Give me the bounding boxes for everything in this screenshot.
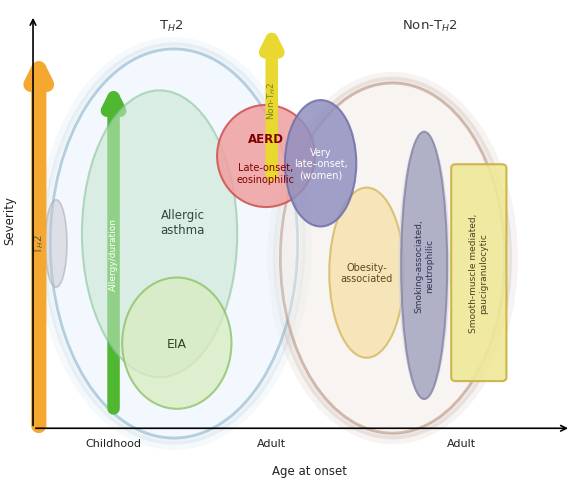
Ellipse shape <box>401 132 447 399</box>
FancyBboxPatch shape <box>451 165 506 381</box>
Ellipse shape <box>329 188 404 358</box>
Text: T$_H$2: T$_H$2 <box>159 19 183 34</box>
Text: Adult: Adult <box>257 438 286 448</box>
Text: Severity: Severity <box>3 195 17 244</box>
Text: AERD: AERD <box>248 133 284 146</box>
Text: EIA: EIA <box>167 337 187 350</box>
Text: Childhood: Childhood <box>86 438 142 448</box>
Text: Late-onset,
eosinophilic: Late-onset, eosinophilic <box>237 163 295 184</box>
Text: Allergy/duration: Allergy/duration <box>109 217 118 290</box>
Text: Obesity-
associated: Obesity- associated <box>340 263 393 284</box>
Text: Smooth-muscle mediated,
paucigranulocytic: Smooth-muscle mediated, paucigranulocyti… <box>469 214 488 333</box>
Text: Very
late–onset,
(women): Very late–onset, (women) <box>294 147 347 181</box>
Text: Non-T$_H$2: Non-T$_H$2 <box>265 81 278 120</box>
Ellipse shape <box>398 132 450 399</box>
Text: Age at onset: Age at onset <box>272 464 347 477</box>
Ellipse shape <box>285 101 356 227</box>
Ellipse shape <box>82 91 237 377</box>
Ellipse shape <box>122 278 231 409</box>
Ellipse shape <box>217 106 315 207</box>
Ellipse shape <box>280 84 505 433</box>
Ellipse shape <box>45 201 67 287</box>
Text: Allergic
asthma: Allergic asthma <box>161 208 205 236</box>
Text: T$_H$2: T$_H$2 <box>32 234 46 254</box>
Text: Non-T$_H$2: Non-T$_H$2 <box>402 19 458 34</box>
Text: Adult: Adult <box>447 438 476 448</box>
Text: Smoking-associated,
neutrophilic: Smoking-associated, neutrophilic <box>414 219 434 313</box>
Ellipse shape <box>50 50 298 438</box>
